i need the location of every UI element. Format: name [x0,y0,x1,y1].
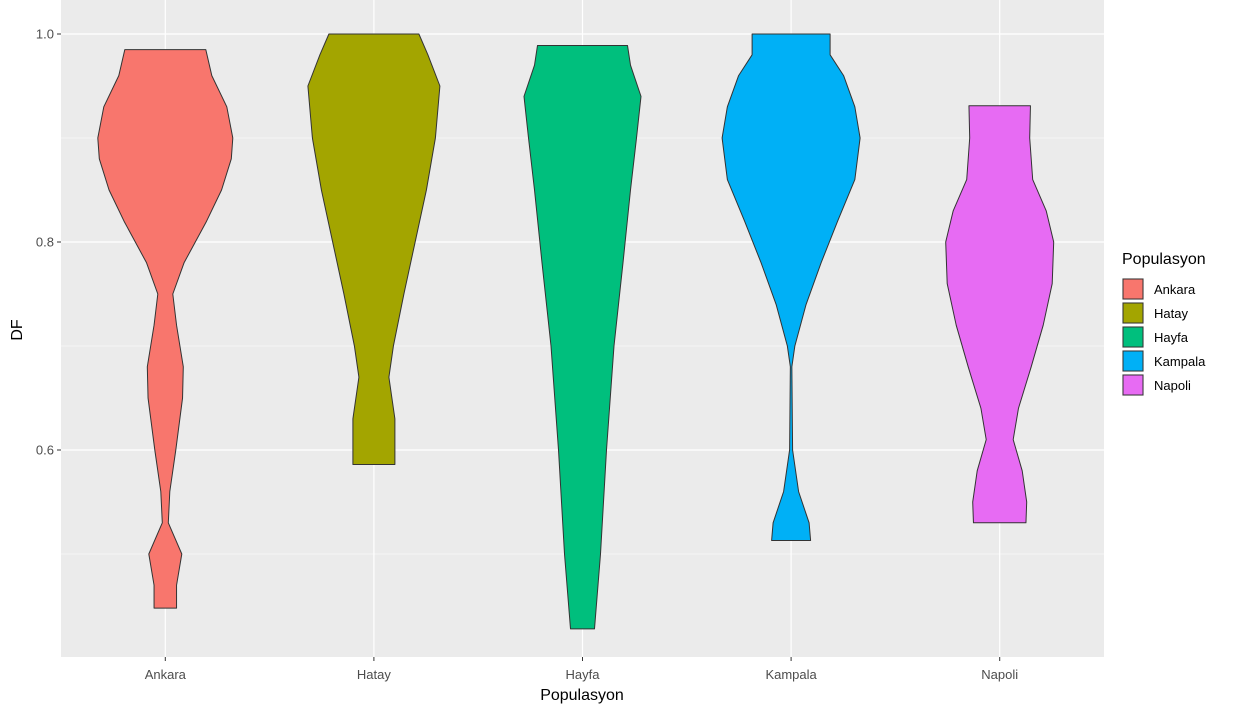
legend-label: Ankara [1154,282,1196,297]
y-axis: 0.6 0.8 1.0 [36,27,61,458]
legend-label: Hayfa [1154,330,1189,345]
x-tick-label: Hatay [357,667,391,682]
legend-swatch-hayfa [1122,326,1144,348]
legend-swatch-hatay [1122,302,1144,324]
violin-ankara [97,49,234,609]
legend: Populasyon Ankara Hatay Hayfa Kampala Napoli [1122,251,1206,396]
y-axis-title: DF [9,319,26,341]
y-tick-label: 0.6 [36,443,54,458]
x-tick-label: Ankara [145,667,187,682]
x-tick-label: Napoli [981,667,1018,682]
legend-swatch-ankara [1122,278,1144,300]
legend-swatch-napoli [1122,374,1144,396]
x-axis: Ankara Hatay Hayfa Kampala Napoli [145,657,1018,682]
x-tick-label: Kampala [765,667,817,682]
y-tick-label: 0.8 [36,235,54,250]
violin-hatay [307,33,441,466]
legend-label: Hatay [1154,306,1188,321]
x-tick-label: Hayfa [566,667,601,682]
legend-swatch-kampala [1122,350,1144,372]
violin-hayfa [523,44,642,630]
violins [97,33,1055,630]
legend-label: Kampala [1154,354,1206,369]
legend-title: Populasyon [1122,251,1206,268]
violin-napoli [945,105,1055,524]
x-axis-title: Populasyon [540,687,624,704]
violin-kampala [721,33,861,541]
y-tick-label: 1.0 [36,27,54,42]
legend-label: Napoli [1154,378,1191,393]
